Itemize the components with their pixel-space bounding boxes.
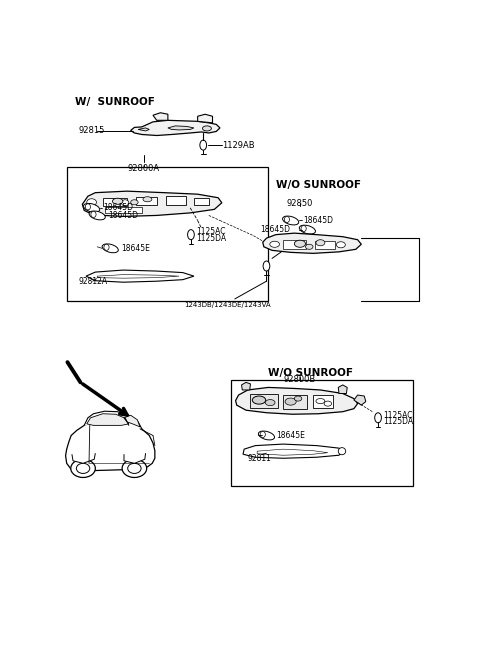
Ellipse shape — [252, 396, 266, 404]
Polygon shape — [97, 275, 179, 278]
Ellipse shape — [102, 244, 118, 253]
Ellipse shape — [200, 140, 206, 150]
Polygon shape — [153, 113, 168, 120]
Ellipse shape — [305, 244, 313, 249]
Polygon shape — [84, 411, 142, 429]
Bar — [283, 394, 307, 409]
Ellipse shape — [71, 459, 96, 478]
Ellipse shape — [112, 198, 123, 204]
Text: 1125DA: 1125DA — [196, 234, 226, 242]
Text: 92815: 92815 — [79, 126, 105, 135]
Polygon shape — [236, 388, 358, 415]
Polygon shape — [72, 453, 96, 463]
Ellipse shape — [203, 126, 211, 131]
Text: 18645E: 18645E — [121, 244, 150, 253]
Text: 18645D: 18645D — [303, 216, 333, 225]
Ellipse shape — [324, 401, 332, 406]
Ellipse shape — [85, 204, 91, 210]
Ellipse shape — [128, 463, 141, 474]
Ellipse shape — [283, 216, 299, 225]
Bar — [105, 207, 142, 213]
Text: 18645D: 18645D — [108, 211, 138, 220]
Ellipse shape — [336, 242, 345, 248]
Ellipse shape — [301, 225, 306, 232]
Text: W/O SUNROOF: W/O SUNROOF — [276, 180, 361, 190]
Text: 18645E: 18645E — [276, 431, 305, 440]
Ellipse shape — [188, 230, 194, 240]
Ellipse shape — [316, 399, 325, 403]
Polygon shape — [263, 233, 361, 254]
Polygon shape — [168, 126, 194, 130]
Ellipse shape — [143, 196, 152, 202]
Ellipse shape — [294, 396, 302, 401]
Ellipse shape — [316, 240, 325, 246]
Ellipse shape — [338, 447, 346, 455]
Ellipse shape — [87, 198, 96, 206]
Ellipse shape — [91, 212, 96, 217]
Ellipse shape — [270, 241, 279, 247]
Ellipse shape — [294, 240, 305, 247]
Ellipse shape — [285, 398, 296, 405]
Polygon shape — [86, 270, 194, 283]
Ellipse shape — [375, 413, 382, 423]
Ellipse shape — [284, 216, 289, 223]
Ellipse shape — [121, 200, 129, 206]
Polygon shape — [257, 449, 328, 455]
Ellipse shape — [104, 244, 109, 250]
Ellipse shape — [84, 204, 100, 212]
Polygon shape — [138, 128, 149, 131]
Polygon shape — [338, 385, 347, 394]
Text: 18645D: 18645D — [261, 225, 290, 234]
Bar — [67, 168, 268, 302]
Ellipse shape — [265, 399, 275, 405]
Polygon shape — [198, 114, 213, 123]
Polygon shape — [124, 415, 140, 427]
Bar — [231, 380, 413, 486]
Text: 1125DA: 1125DA — [383, 417, 413, 426]
Text: 1129AB: 1129AB — [223, 141, 255, 150]
Bar — [315, 240, 336, 249]
Ellipse shape — [258, 431, 275, 440]
Text: W/O SUNROOF: W/O SUNROOF — [268, 368, 353, 378]
Text: 1125AC: 1125AC — [383, 411, 412, 420]
Polygon shape — [241, 382, 251, 390]
Bar — [194, 198, 209, 205]
Text: 1125AC: 1125AC — [196, 227, 225, 236]
Bar — [166, 196, 186, 205]
Text: 92800A: 92800A — [128, 164, 160, 173]
Bar — [313, 395, 334, 407]
Ellipse shape — [300, 225, 315, 234]
Ellipse shape — [90, 208, 97, 214]
Polygon shape — [87, 414, 129, 425]
Bar — [103, 198, 127, 206]
Polygon shape — [131, 120, 220, 135]
Ellipse shape — [131, 200, 138, 205]
Bar — [136, 197, 156, 205]
Text: 92812A: 92812A — [79, 277, 108, 286]
Polygon shape — [124, 453, 145, 463]
Ellipse shape — [260, 432, 265, 438]
Ellipse shape — [89, 211, 105, 220]
Text: 92800B: 92800B — [284, 374, 316, 384]
Bar — [250, 394, 277, 407]
Ellipse shape — [122, 459, 147, 478]
Ellipse shape — [263, 261, 270, 271]
Polygon shape — [66, 419, 155, 471]
Polygon shape — [83, 191, 222, 216]
Ellipse shape — [76, 463, 90, 474]
Text: 18645D: 18645D — [103, 204, 133, 212]
Bar — [283, 240, 305, 249]
Polygon shape — [354, 395, 366, 405]
Text: 1243DB/1243DE/1243VA: 1243DB/1243DE/1243VA — [185, 302, 271, 308]
Text: 92811: 92811 — [248, 454, 272, 463]
Text: W/  SUNROOF: W/ SUNROOF — [75, 97, 155, 106]
Text: 92850: 92850 — [287, 199, 313, 208]
Polygon shape — [243, 444, 343, 459]
